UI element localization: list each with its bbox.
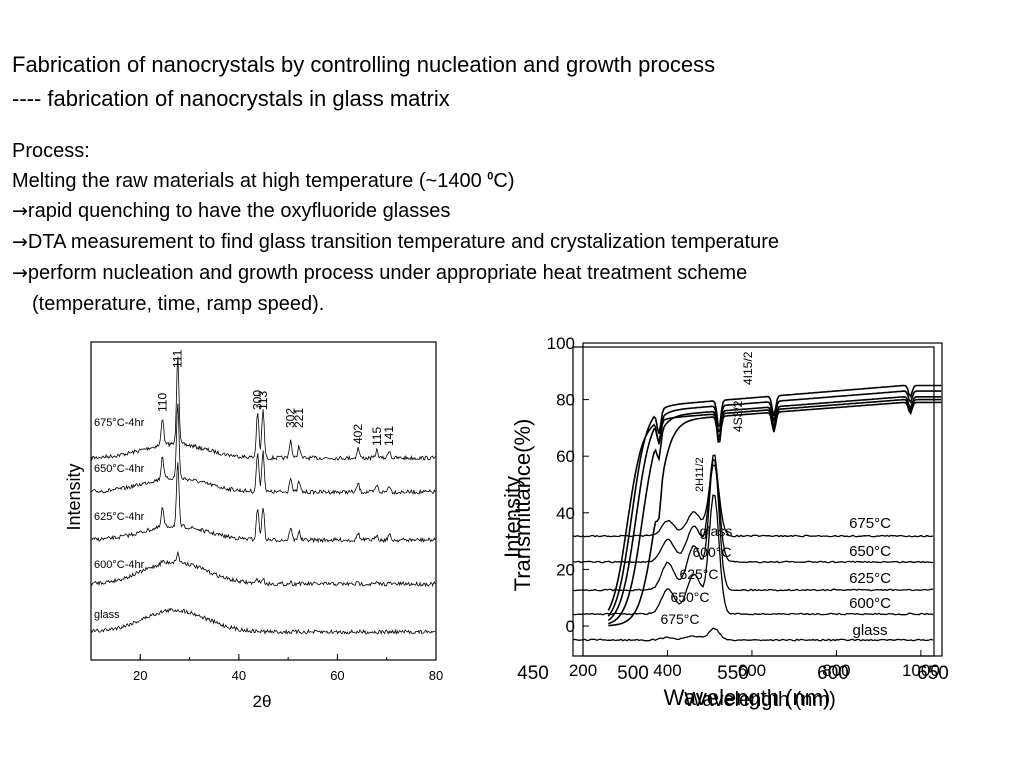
process-step-3: →perform nucleation and growth process u… — [12, 262, 747, 285]
pl-x-tick-label: 600 — [817, 663, 849, 684]
transmittance-series-labels: 675°C 650°C 625°C 600°C glass — [849, 515, 891, 639]
pl-overlay-frame — [572, 346, 935, 657]
xrd-peak-label: 111 — [171, 349, 185, 368]
right-arrow-icon: → — [12, 200, 28, 222]
transmittance-curve — [607, 398, 942, 611]
transmittance-y-tick-label: 60 — [556, 447, 575, 466]
pl-series-label: 675°C — [660, 611, 699, 627]
pl-y-axis-label: Intensity — [500, 476, 525, 558]
pl-curve — [572, 464, 934, 538]
pl-series-label: 625°C — [679, 566, 718, 582]
xrd-curve — [90, 356, 436, 462]
pl-x-tick-label: 650 — [917, 663, 949, 684]
right-arrow-icon: → — [12, 262, 28, 284]
xrd-peak-label: 141 — [382, 426, 396, 446]
transmittance-curve — [608, 395, 942, 625]
pl-x-tick-label: 500 — [617, 663, 649, 684]
process-melting-line: Melting the raw materials at high temper… — [12, 170, 514, 193]
transmittance-frame — [582, 342, 943, 657]
h112-annotation: 2H11/2 — [694, 457, 706, 492]
pl-curves — [572, 454, 934, 642]
transmittance-x-tick-label: 400 — [653, 661, 681, 680]
xrd-curves — [90, 356, 436, 636]
transmittance-curve — [607, 384, 942, 617]
melting-degree-sup: 0 — [487, 170, 494, 183]
transmittance-series-label: 625°C — [849, 570, 891, 587]
xrd-x-axis-label: 2θ — [253, 692, 272, 711]
pl-curve — [572, 494, 934, 616]
process-step-3-continuation: (temperature, time, ramp speed). — [32, 293, 325, 315]
xrd-peak-label: 221 — [292, 408, 306, 428]
xrd-x-tick-label: 80 — [429, 668, 443, 683]
right-arrow-icon: → — [12, 231, 28, 253]
xrd-peak-label: 113 — [256, 391, 270, 410]
xrd-peak-label: 115 — [370, 427, 384, 446]
xrd-series-label: glass — [94, 609, 120, 621]
slide-title-line-1: Fabrication of nanocrystals by controlli… — [12, 52, 716, 77]
xrd-ticks: 20 40 60 80 — [90, 654, 443, 683]
transmittance-x-tick-label: 800 — [822, 661, 850, 680]
process-step-1: →rapid quenching to have the oxyfluoride… — [12, 200, 450, 223]
xrd-series-label: 675°C-4hr — [94, 417, 145, 429]
transmittance-y-tick-label: 0 — [566, 617, 575, 636]
transmittance-x-tick-label: 1000 — [902, 661, 940, 680]
pl-series-label: glass — [700, 523, 733, 539]
pl-series-label: 600°C — [692, 544, 731, 560]
i15-annotation: 4I15/2 — [741, 351, 755, 385]
xrd-curve — [90, 607, 436, 636]
transmittance-x-tick-label: 200 — [569, 661, 597, 680]
step-1-text: rapid quenching to have the oxyfluoride … — [27, 200, 451, 222]
xrd-series-labels: 675°C-4hr 650°C-4hr 625°C-4hr 600°C-4hr glas… — [94, 417, 145, 621]
s32-annotation: 4S3/2 — [731, 400, 745, 432]
xrd-peak-label: 302 — [284, 408, 298, 428]
transmittance-curve — [608, 401, 942, 627]
transmittance-y-tick-label: 100 — [547, 334, 575, 353]
xrd-peak-label: 402 — [351, 424, 365, 444]
transmittance-curve — [607, 390, 942, 622]
pl-curve — [572, 627, 934, 642]
process-heading: Process: — [12, 140, 90, 162]
transmittance-x-axis-label: Wavelength (nm) — [684, 689, 836, 711]
pl-curve — [572, 458, 933, 592]
process-step-2: →DTA measurement to find glass transitio… — [12, 231, 779, 254]
transmittance-series-label: 675°C — [849, 515, 891, 532]
xrd-curve — [90, 403, 436, 496]
xrd-y-axis-label: Intensity — [64, 463, 84, 530]
xrd-x-tick-label: 20 — [133, 668, 147, 683]
pl-x-axis-label: Wavelength (nm) — [664, 685, 831, 710]
transmittance-y-tick-label: 80 — [556, 391, 575, 410]
xrd-series-label: 600°C-4hr — [94, 559, 145, 571]
xrd-peak-label: 110 — [155, 393, 169, 412]
xrd-x-tick-label: 40 — [232, 668, 246, 683]
xrd-series-label: 625°C-4hr — [94, 511, 145, 523]
xrd-series-label: 650°C-4hr — [94, 463, 145, 475]
xrd-x-tick-label: 60 — [330, 668, 344, 683]
melting-suffix: C) — [493, 170, 515, 192]
pl-x-tick-label: 550 — [717, 663, 749, 684]
transmittance-x-tick-label: 600 — [738, 661, 766, 680]
xrd-peak-label: 300 — [251, 390, 265, 410]
transmittance-y-tick-label: 40 — [556, 504, 575, 523]
transmittance-series-label: glass — [852, 622, 887, 639]
pl-series-label: 650°C — [670, 589, 709, 605]
pl-curve — [572, 454, 934, 564]
transmittance-y-axis-label: Transmittance(%) — [510, 419, 535, 592]
pl-x-tick-label: 450 — [517, 663, 549, 684]
melting-prefix: Melting the raw materials at high temper… — [12, 170, 488, 192]
pl-series-labels: 675°C 650°C 625°C 600°C glass — [660, 523, 732, 627]
transmittance-curves — [607, 384, 942, 627]
step-2-text: DTA measurement to find glass transition… — [27, 231, 780, 253]
step-3-text: perform nucleation and growth process un… — [27, 262, 748, 284]
slide-title-line-2: ---- fabrication of nanocrystals in glas… — [12, 86, 450, 111]
xrd-frame — [90, 341, 437, 661]
xrd-curve — [90, 550, 436, 588]
transmittance-y-tick-label: 20 — [556, 560, 575, 579]
xrd-curve — [90, 462, 436, 544]
transmittance-series-label: 650°C — [849, 543, 891, 560]
transmittance-series-label: 600°C — [849, 595, 891, 612]
